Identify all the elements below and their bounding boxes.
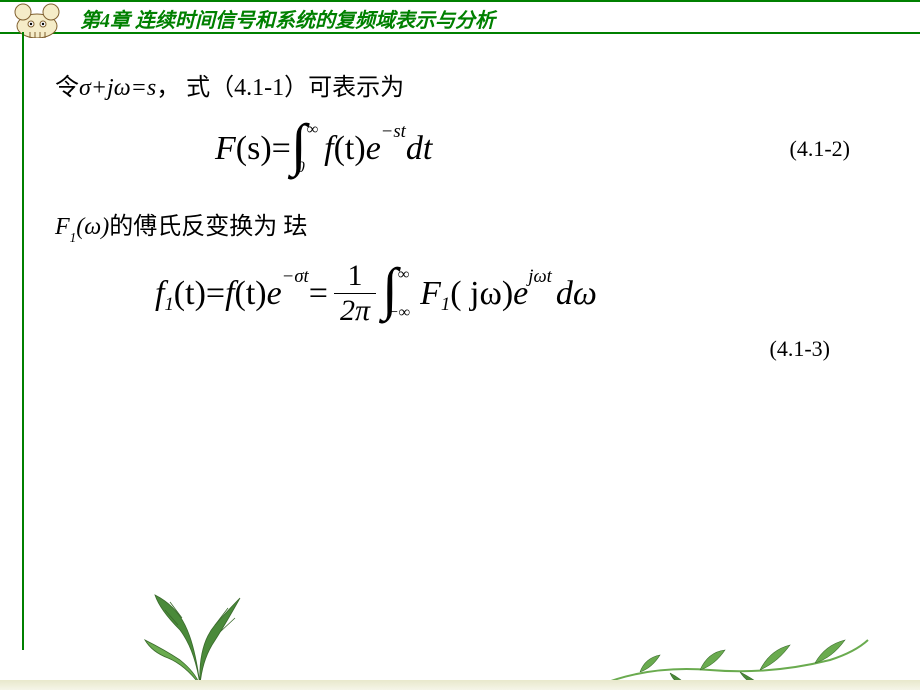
para2-sub: 1 [70,230,77,245]
equation-2-number: (4.1-3) [770,336,830,361]
eq2-F1sub: 1 [441,294,450,316]
mascot-icon [10,2,65,38]
eq2-f: f [225,275,234,313]
eq2-e1: e [267,275,282,313]
eq2-farg: (t) [235,275,267,313]
eq1-e: e [366,130,381,168]
eq2-frac: 1 2π [334,261,376,326]
eq2-f1sub: 1 [164,294,173,316]
eq2-exp1: −σt [282,266,309,288]
para1-prefix: 令 [55,75,79,101]
integral-icon-2: ∫ [382,269,398,310]
para1-expr: σ+jω=s [79,75,156,101]
eq2-exp2: jωt [528,266,552,288]
eq2-dw: dω [556,275,597,313]
eq2-upper: ∞ [398,267,410,283]
leaf-decor-left [140,590,260,690]
eq2-F1arg: ( jω) [450,275,513,313]
para2-F: F [55,214,70,240]
para1-mid: ， 式（4.1-1）可表示为 [156,75,404,101]
bottom-band [0,680,920,690]
eq1-Farg: (s) [236,130,272,168]
eq1-upper: ∞ [307,122,318,138]
para2-omega: (ω) [76,214,109,240]
eq1-dt: dt [406,130,432,168]
eq2-num: 1 [341,261,368,293]
eq1-F: F [215,130,236,168]
eq2-den: 2π [334,293,376,326]
eq2-F1: F [420,275,441,313]
equation-1: F(s) = ∫ ∞ 0 f(t)e−stdt [215,122,432,176]
eq1-f: f [324,130,333,168]
eq2-f1arg: (t) [174,275,206,313]
content-area: 令σ+jω=s， 式（4.1-1）可表示为 F(s) = ∫ ∞ 0 f(t)e… [55,55,890,630]
eq1-exp: −st [381,121,406,143]
equation-1-row: F(s) = ∫ ∞ 0 f(t)e−stdt (4.1-2) [55,122,890,176]
left-vertical-line [22,32,24,650]
chapter-title: 第4章 连续时间信号和系统的复频域表示与分析 [80,4,495,33]
equation-2-row: f1(t) = f(t)e−σt = 1 2π ∫ ∞ −∞ F1( jω)ej… [55,261,890,326]
paragraph-1: 令σ+jω=s， 式（4.1-1）可表示为 [55,67,890,102]
eq2-f1: f [155,275,164,313]
equation-1-number: (4.1-2) [790,136,850,162]
eq2-eq2: = [309,275,328,313]
eq1-equals: = [272,130,291,168]
eq2-e2: e [513,275,528,313]
equation-2: f1(t) = f(t)e−σt = 1 2π ∫ ∞ −∞ F1( jω)ej… [155,261,597,326]
para2-tail: 的傅氏反变换为 珐 [109,214,307,240]
eq1-farg: (t) [334,130,366,168]
integral-icon: ∫ [291,125,307,166]
paragraph-2: F1(ω)的傅氏反变换为 珐 [55,206,890,241]
eq2-eq1: = [206,275,225,313]
equation-2-number-row: (4.1-3) [55,336,830,362]
